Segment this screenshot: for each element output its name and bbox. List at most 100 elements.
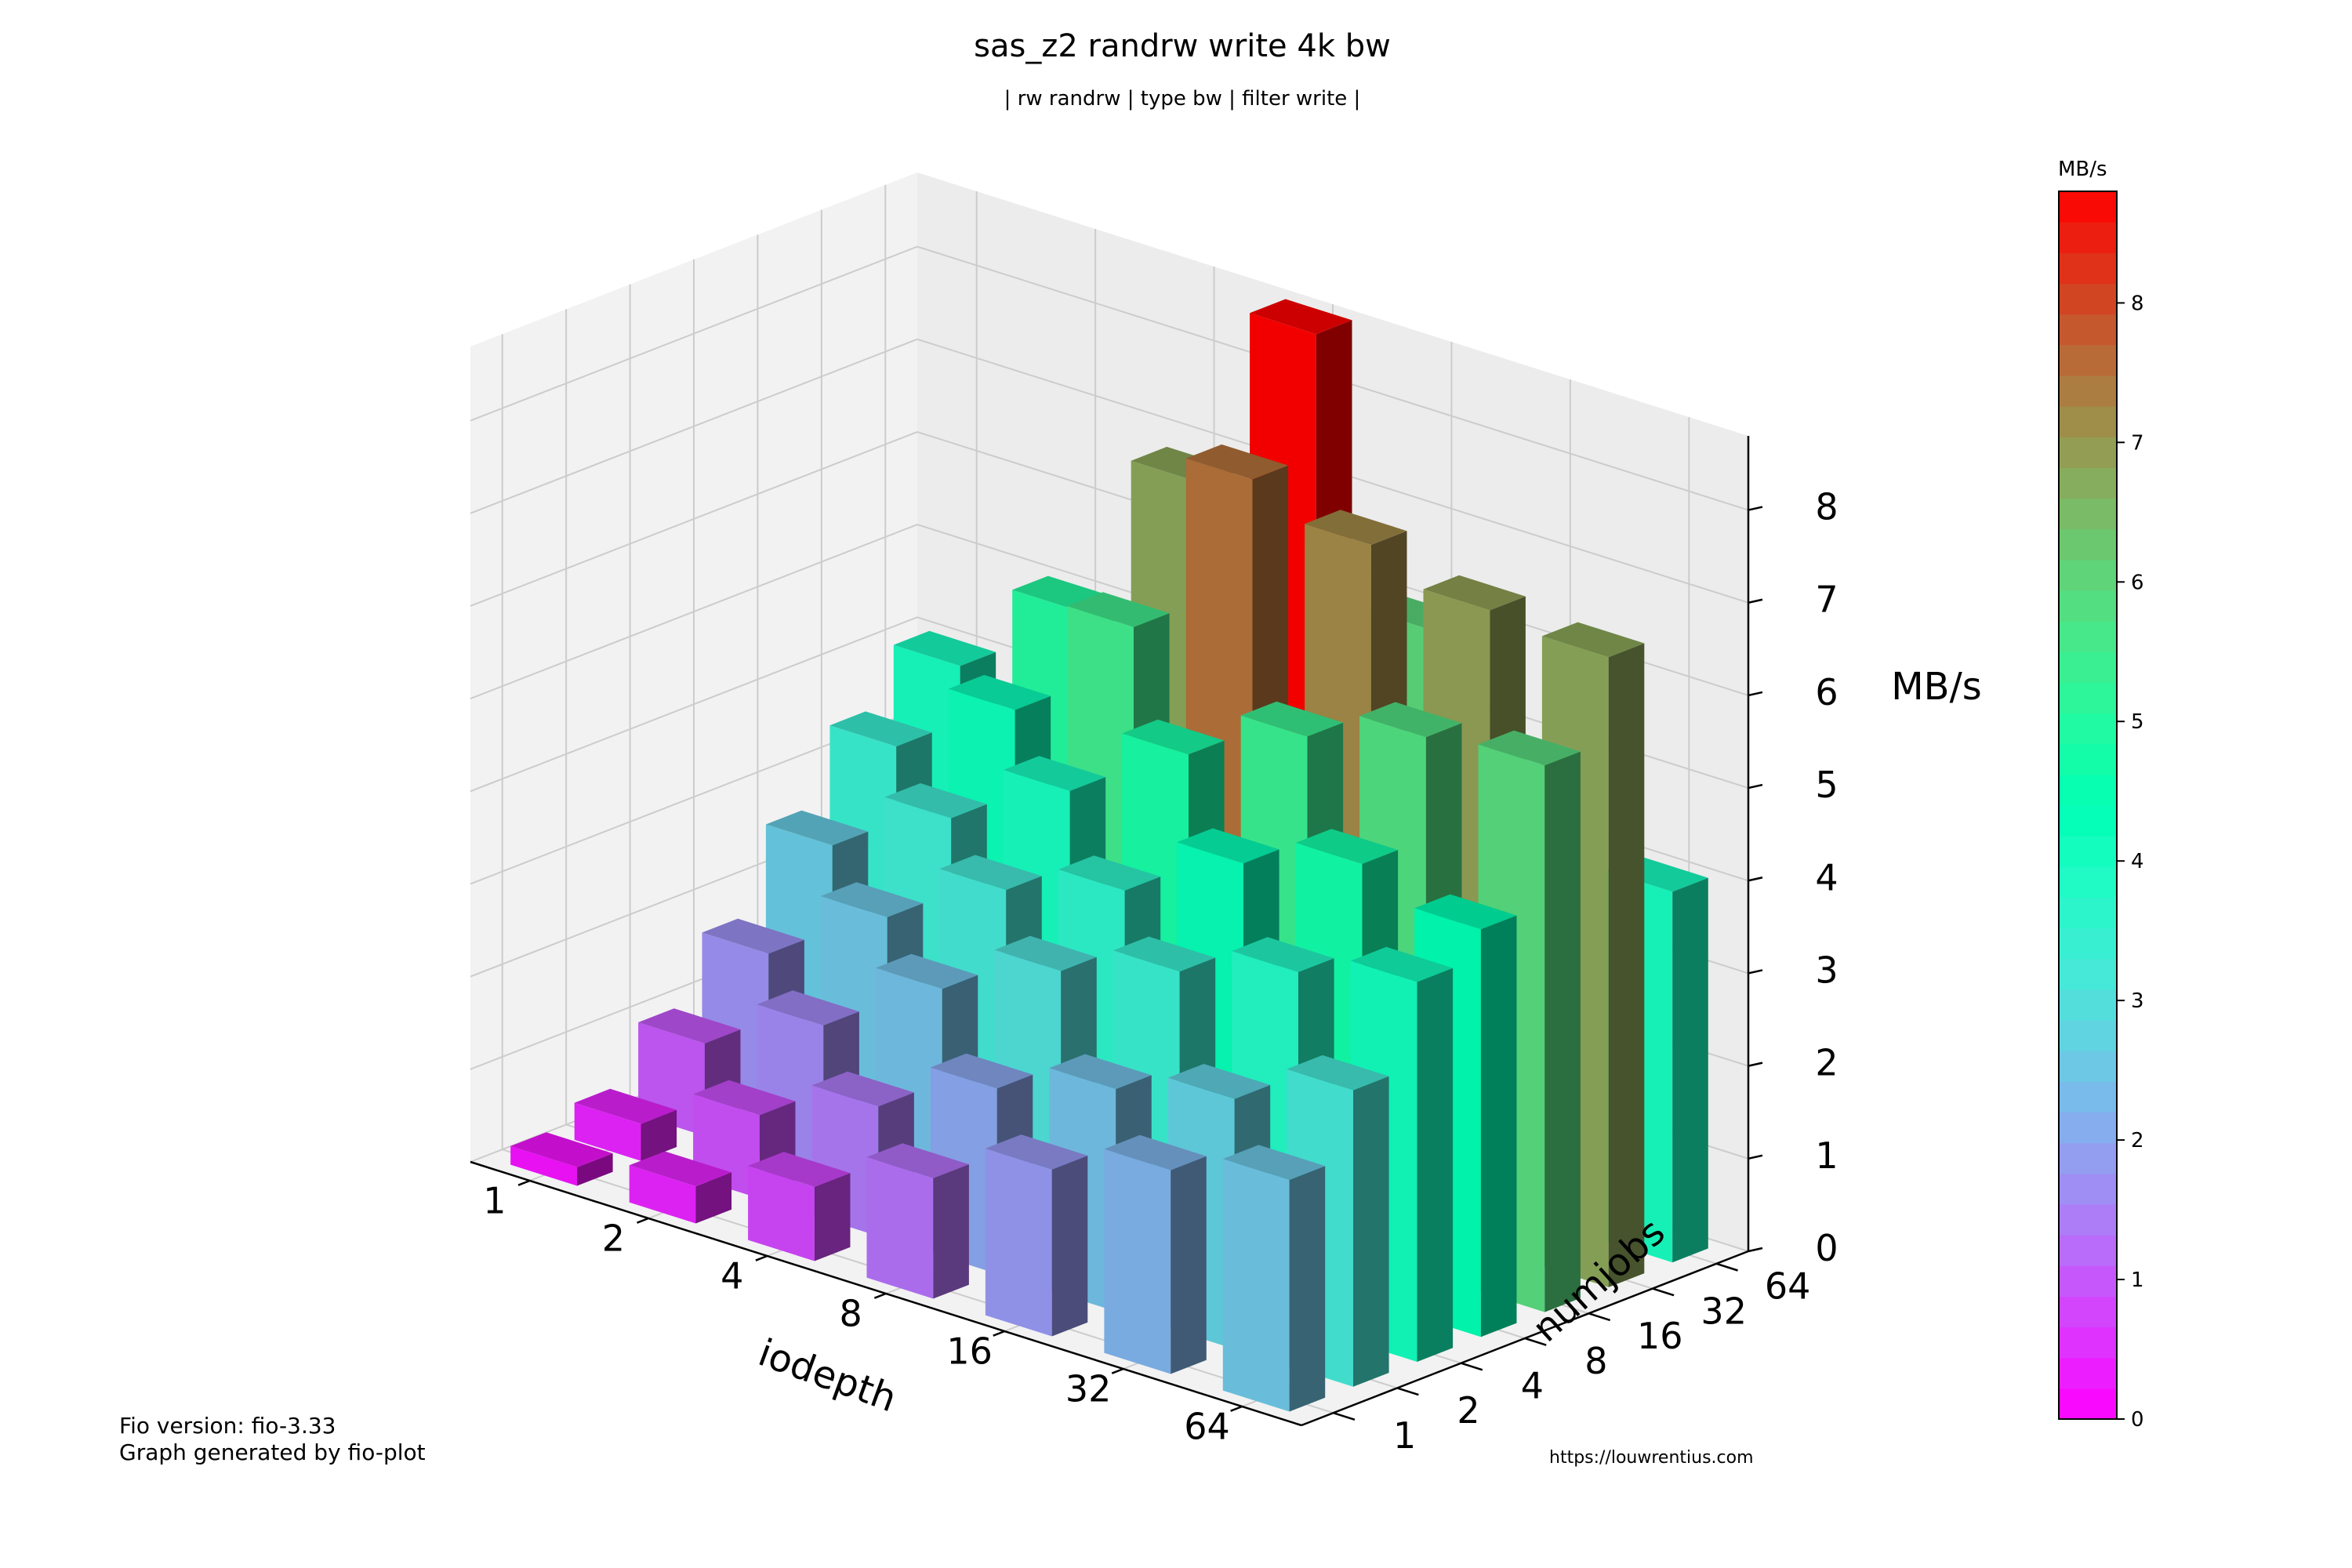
colorbar-segment bbox=[2059, 498, 2117, 530]
y-tick-mark bbox=[1396, 1387, 1419, 1396]
bar-side-face bbox=[933, 1164, 969, 1299]
y-tick-mark bbox=[1715, 1262, 1738, 1272]
colorbar-segment bbox=[2059, 805, 2117, 837]
z-tick-mark bbox=[1748, 1154, 1763, 1160]
bar-top-face bbox=[948, 674, 1051, 710]
bar-64-1 bbox=[1222, 1145, 1326, 1412]
colorbar-segment bbox=[2059, 283, 2117, 315]
colorbar-frame bbox=[2058, 191, 2118, 1420]
colorbar: 0 1 2 3 4 5 6 7 8 bbox=[2058, 191, 2144, 1432]
z-tick-mark bbox=[1748, 691, 1763, 697]
y-tick-label: 2 bbox=[1457, 1389, 1479, 1432]
z-tick-mark bbox=[1748, 1247, 1763, 1253]
bar-top-face bbox=[1058, 855, 1161, 891]
z-tick-label: 5 bbox=[1815, 764, 1838, 806]
bar-top-face bbox=[893, 630, 996, 666]
z-tick-label: 1 bbox=[1815, 1134, 1838, 1177]
colorbar-segment bbox=[2059, 437, 2117, 468]
generated-by-text: Graph generated by fio-plot bbox=[119, 1439, 426, 1465]
chart-title: sas_z2 randrw write 4k bw bbox=[974, 28, 1391, 64]
bar-top-face bbox=[1541, 622, 1645, 658]
left-grid-line bbox=[470, 616, 918, 793]
z-tick-mark bbox=[1748, 877, 1763, 882]
chart-subtitle: | rw randrw | type bw | filter write | bbox=[1004, 87, 1361, 111]
bar-top-face bbox=[1350, 946, 1454, 982]
colorbar-segment bbox=[2059, 1112, 2117, 1144]
bar-top-face bbox=[1240, 701, 1344, 737]
colorbar-segment bbox=[2059, 1265, 2117, 1297]
y-tick-label: 32 bbox=[1700, 1290, 1747, 1332]
colorbar-segment bbox=[2059, 866, 2117, 898]
bar-top-face bbox=[875, 953, 978, 989]
bar-side-face bbox=[1480, 915, 1517, 1338]
bar-top-face bbox=[1112, 936, 1216, 972]
y-tick-mark bbox=[1652, 1287, 1675, 1297]
colorbar-segment bbox=[2059, 1173, 2117, 1205]
x-tick-label: 16 bbox=[946, 1330, 993, 1372]
x-tick-mark bbox=[873, 1292, 887, 1299]
bar-top-face bbox=[820, 882, 924, 917]
bar-top-face bbox=[1185, 444, 1289, 480]
bar-top-face bbox=[574, 1088, 677, 1124]
bar-top-face bbox=[1250, 299, 1352, 335]
bar-top-face bbox=[1478, 730, 1581, 766]
left-grid-line bbox=[470, 338, 918, 514]
bar-top-face bbox=[1305, 510, 1407, 545]
bar-top-face bbox=[829, 711, 932, 747]
colorbar-segment bbox=[2059, 406, 2117, 437]
bar-top-face bbox=[1049, 1054, 1152, 1090]
bar-front-face bbox=[985, 1148, 1052, 1337]
bar-top-face bbox=[985, 1134, 1088, 1170]
y-tick-label: 4 bbox=[1521, 1365, 1544, 1407]
y-tick-label: 16 bbox=[1637, 1315, 1683, 1357]
bar-top-face bbox=[1104, 1134, 1207, 1171]
x-tick-label: 32 bbox=[1065, 1367, 1112, 1410]
bar-side-face bbox=[1544, 751, 1581, 1312]
colorbar-segment bbox=[2059, 528, 2117, 561]
colorbar-segment bbox=[2059, 375, 2117, 407]
x-tick-label: 64 bbox=[1184, 1405, 1230, 1447]
bars-group bbox=[510, 299, 1708, 1412]
colorbar-segment bbox=[2059, 314, 2117, 346]
bar-16-1 bbox=[985, 1134, 1088, 1337]
colorbar-label: MB/s bbox=[2058, 158, 2107, 181]
x-tick-mark bbox=[993, 1330, 1005, 1337]
source-url-text: https://louwrentius.com bbox=[1549, 1448, 1754, 1468]
z-tick-mark bbox=[1748, 598, 1763, 604]
bar-top-face bbox=[811, 1071, 914, 1107]
bar-top-face bbox=[1287, 1054, 1389, 1091]
bar-side-face bbox=[1051, 1156, 1088, 1337]
x-tick-mark bbox=[517, 1179, 531, 1186]
x-tick-label: 1 bbox=[483, 1179, 506, 1221]
colorbar-segment bbox=[2059, 252, 2117, 285]
colorbar-tick-label: 0 bbox=[2131, 1408, 2144, 1432]
z-tick-mark bbox=[1748, 1062, 1763, 1067]
colorbar-segment bbox=[2059, 743, 2117, 775]
colorbar-segment bbox=[2059, 222, 2117, 253]
x-axis-label: iodepth bbox=[753, 1330, 902, 1421]
bar-top-face bbox=[693, 1080, 796, 1116]
bar-front-face bbox=[510, 1145, 577, 1186]
colorbar-tick-label: 5 bbox=[2131, 710, 2144, 734]
bar-top-face bbox=[702, 918, 804, 954]
z-tick-mark bbox=[1748, 506, 1763, 511]
colorbar-segment bbox=[2059, 1388, 2117, 1420]
z-tick-label: 3 bbox=[1815, 949, 1838, 992]
bar-top-face bbox=[638, 1008, 741, 1044]
x-tick-mark bbox=[755, 1254, 768, 1261]
bar-side-face bbox=[1171, 1156, 1207, 1374]
bar-top-face bbox=[765, 810, 869, 846]
z-tick-label: 7 bbox=[1815, 579, 1838, 621]
colorbar-segment bbox=[2059, 1327, 2117, 1359]
bar-side-face bbox=[1608, 643, 1645, 1287]
colorbar-tick-label: 1 bbox=[2131, 1269, 2144, 1292]
y-tick-label: 1 bbox=[1393, 1414, 1416, 1457]
colorbar-segment bbox=[2059, 897, 2117, 929]
bar-top-face bbox=[1122, 719, 1225, 755]
bar-top-face bbox=[1167, 1064, 1271, 1099]
left-grid-line bbox=[470, 245, 918, 422]
z-tick-mark bbox=[1748, 783, 1763, 789]
bar-top-face bbox=[629, 1151, 732, 1187]
colorbar-segment bbox=[2059, 652, 2117, 683]
